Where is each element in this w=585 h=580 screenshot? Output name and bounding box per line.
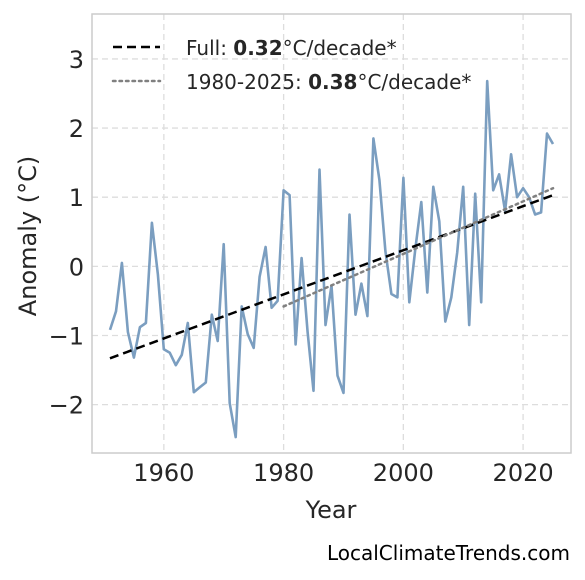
y-tick-labels: −2 −1 0 1 2 3 xyxy=(49,46,84,420)
y-tick-label: −1 xyxy=(49,322,84,350)
legend-full-label: Full: 0.32°C/decade* xyxy=(186,36,397,60)
legend: Full: 0.32°C/decade* 1980-2025: 0.38°C/d… xyxy=(111,36,471,94)
x-tick-label: 2020 xyxy=(493,459,554,487)
legend-recent-prefix: 1980-2025: xyxy=(186,70,308,94)
y-tick-label: 1 xyxy=(69,184,84,212)
x-tick-label: 2000 xyxy=(373,459,434,487)
legend-recent-label: 1980-2025: 0.38°C/decade* xyxy=(186,70,471,94)
x-tick-label: 1960 xyxy=(133,459,194,487)
legend-recent-value: 0.38 xyxy=(308,70,357,94)
credit-text: LocalClimateTrends.com xyxy=(327,541,570,565)
series-layer xyxy=(108,79,555,439)
plot-frame xyxy=(91,13,572,454)
x-tick-labels: 1960 1980 2000 2020 xyxy=(133,459,553,487)
y-tick-label: 0 xyxy=(69,253,84,281)
y-axis-title: Anomaly (°C) xyxy=(14,156,42,316)
legend-full-value: 0.32 xyxy=(233,36,282,60)
legend-full-prefix: Full: xyxy=(186,36,233,60)
trend-layer xyxy=(109,186,555,360)
grid xyxy=(92,14,571,453)
trend-line-full xyxy=(109,193,554,360)
y-tick-label: −2 xyxy=(49,392,84,420)
x-tick-label: 1980 xyxy=(253,459,314,487)
legend-recent-suffix: °C/decade* xyxy=(357,70,471,94)
trend-line-recent xyxy=(282,186,555,308)
anomaly-series-line xyxy=(108,79,555,439)
y-tick-label: 2 xyxy=(69,115,84,143)
x-axis-title: Year xyxy=(305,496,357,524)
legend-full-suffix: °C/decade* xyxy=(283,36,397,60)
y-tick-label: 3 xyxy=(69,46,84,74)
